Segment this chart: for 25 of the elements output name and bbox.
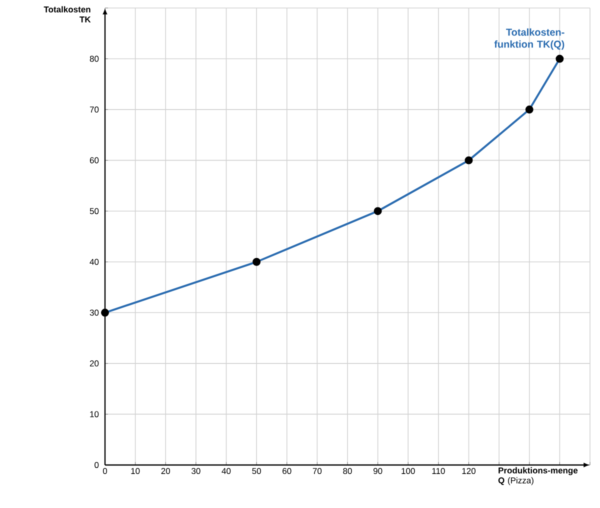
x-tick-label: 10	[131, 468, 140, 474]
x-tick-label: 90	[373, 468, 382, 474]
x-tick-label: 0	[102, 468, 108, 474]
y-tick-label: 70	[90, 106, 99, 113]
x-axis-title: Produktions-menge Q (Pizza)	[498, 467, 578, 486]
x-tick-label: 120	[462, 468, 476, 474]
y-axis-title: Totalkosten TK	[44, 6, 91, 22]
y-tick-label: 60	[90, 157, 99, 164]
x-tick-label: 70	[312, 468, 322, 474]
x-tick-label: 80	[343, 468, 352, 474]
x-tick-label: 100	[402, 468, 415, 474]
x-tick-label: 60	[282, 468, 292, 474]
x-tick-label: 20	[161, 468, 170, 474]
y-tick-label: 80	[90, 56, 99, 62]
y-tick-label: 30	[90, 310, 99, 316]
y-tick-label: 50	[90, 208, 99, 214]
x-tick-label: 30	[192, 468, 200, 474]
x-tick-label: 110	[432, 468, 445, 474]
series-label: Totalkosten-funktion TK(Q)	[494, 28, 564, 50]
x-tick-label: 40	[222, 468, 231, 474]
y-tick-label: 20	[90, 360, 99, 366]
y-tick-label: 0	[94, 462, 99, 468]
y-tick-label: 10	[90, 411, 99, 418]
y-tick-label: 40	[90, 258, 99, 265]
x-tick-label: 50	[252, 468, 261, 474]
